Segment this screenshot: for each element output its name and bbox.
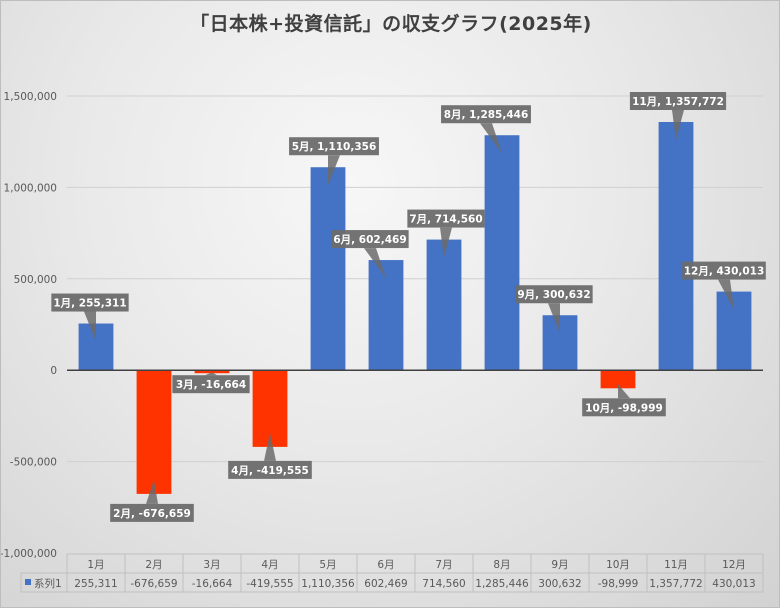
data-table-value: -16,664 [192, 578, 233, 590]
data-label-text: 9月, 300,632 [517, 289, 590, 301]
data-label: 5月, 1,110,356 [289, 137, 379, 186]
data-label-text: 3月, -16,664 [176, 379, 246, 391]
data-label: 9月, 300,632 [515, 285, 593, 334]
data-table-value: 1,357,772 [649, 578, 702, 590]
data-label-box [682, 261, 766, 280]
y-tick-label: 1,500,000 [4, 91, 57, 103]
data-table-value: 255,311 [74, 578, 117, 590]
data-label-text: 1月, 255,311 [53, 298, 126, 310]
data-label-pointer [84, 311, 96, 342]
x-category-label: 6月 [377, 559, 394, 571]
data-label-box [289, 137, 379, 156]
data-table-value-row [20, 572, 764, 593]
data-label-text: 6月, 602,469 [333, 234, 406, 246]
bar [426, 239, 462, 371]
data-label-pointer [480, 123, 502, 154]
x-category-label: 4月 [261, 559, 278, 571]
y-tick-label: -500,000 [10, 457, 57, 469]
bar [194, 370, 230, 374]
legend-series-name: 系列1 [34, 577, 62, 590]
data-table-value: 602,469 [364, 578, 407, 590]
data-label-pointer [548, 303, 560, 334]
data-label-text: 10月, -98,999 [585, 402, 663, 414]
data-label-box [331, 230, 409, 249]
y-tick-label: 0 [50, 365, 57, 377]
x-category-label: 5月 [319, 559, 336, 571]
data-label-pointer [718, 279, 734, 310]
data-label: 10月, -98,999 [582, 384, 666, 417]
data-label-text: 12月, 430,013 [684, 266, 765, 278]
x-category-label: 12月 [722, 559, 746, 571]
y-tick-label: 1,000,000 [4, 182, 57, 194]
data-table-value: 1,110,356 [301, 578, 355, 590]
x-category-label: 9月 [551, 559, 568, 571]
data-label: 7月, 714,560 [407, 209, 485, 258]
data-label-text: 8月, 1,285,446 [444, 109, 529, 121]
data-table-value: 714,560 [422, 578, 465, 590]
data-label-text: 4月, -419,555 [231, 465, 309, 477]
x-category-label: 2月 [145, 559, 162, 571]
data-label-box [110, 503, 194, 522]
legend-key-icon [25, 579, 31, 585]
data-label-box [407, 209, 485, 228]
bar [484, 135, 520, 371]
x-category-label: 1月 [87, 559, 104, 571]
data-labels: 1月, 255,311 2月, -676,659 3月, -16,664 4月, -4… [51, 91, 766, 522]
data-label-pointer [146, 479, 158, 504]
data-label: 11月, 1,357,772 [629, 91, 727, 140]
chart-title: 「日本株+投資信託」の収支グラフ(2025年) [190, 13, 592, 35]
axes: 1,500,000 1,000,000 500,000 0 -500,000 -1,000… [1, 91, 763, 560]
x-category-label: 7月 [435, 559, 452, 571]
data-label-pointer [440, 227, 452, 258]
data-label-box [172, 375, 250, 394]
data-label-box [629, 91, 727, 110]
data-table-value: 430,013 [712, 578, 755, 590]
data-label-pointer [328, 155, 340, 186]
bar [658, 121, 694, 371]
bar [600, 370, 636, 389]
data-label-pointer [672, 109, 684, 140]
data-label: 12月, 430,013 [682, 261, 766, 310]
data-label-pointer [364, 248, 386, 279]
data-label-text: 11月, 1,357,772 [632, 96, 724, 108]
x-category-label: 11月 [664, 559, 688, 571]
data-label-box [582, 398, 666, 417]
x-category-label: 10月 [606, 559, 630, 571]
bar [310, 167, 346, 371]
data-table-value: 300,632 [538, 578, 581, 590]
bar [136, 370, 172, 494]
data-label: 6月, 602,469 [331, 230, 409, 279]
bar [368, 260, 404, 371]
data-label-text: 2月, -676,659 [113, 508, 191, 520]
data-table-value: -676,659 [130, 578, 177, 590]
data-label-box [441, 105, 531, 124]
data-label: 2月, -676,659 [110, 479, 194, 522]
bars [78, 121, 752, 494]
data-label: 8月, 1,285,446 [441, 105, 531, 154]
data-table-value: -98,999 [598, 578, 639, 590]
bar [716, 291, 752, 371]
data-label-box [51, 293, 129, 312]
data-label-pointer [264, 432, 276, 461]
data-label: 3月, -16,664 [172, 372, 250, 394]
data-table: 1月 255,311 2月 -676,659 3月 -16,664 4月 -419,555 5月… [20, 553, 764, 593]
data-label: 4月, -419,555 [228, 432, 312, 479]
x-category-label: 3月 [203, 559, 220, 571]
data-label-pointer [618, 384, 630, 399]
y-tick-label: -1,000,000 [1, 548, 57, 560]
data-table-value: 1,285,446 [475, 578, 529, 590]
data-label-text: 7月, 714,560 [409, 214, 482, 226]
data-label-pointer [205, 372, 217, 376]
data-label-box [228, 460, 312, 479]
data-label-box [515, 285, 593, 304]
data-label: 1月, 255,311 [51, 293, 129, 342]
data-table-value: -419,555 [246, 578, 293, 590]
data-label-text: 5月, 1,110,356 [292, 141, 377, 153]
y-tick-label: 500,000 [14, 274, 57, 286]
x-category-label: 8月 [493, 559, 510, 571]
